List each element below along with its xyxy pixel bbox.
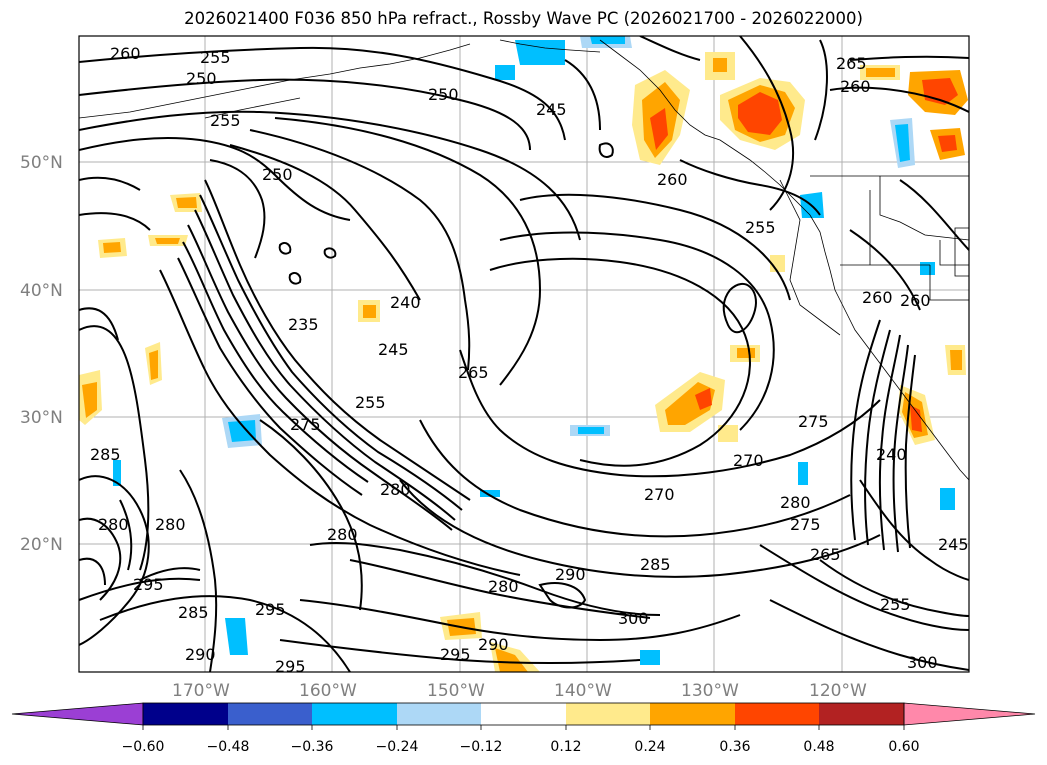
contour-label: 270 — [644, 485, 675, 504]
contour-label: 240 — [390, 293, 421, 312]
contour-label: 250 — [186, 69, 217, 88]
colorbar-segment — [143, 703, 228, 725]
contour-label: 295 — [440, 645, 471, 664]
contour-label: 245 — [378, 340, 409, 359]
contour-label: 280 — [327, 525, 358, 544]
contour-label: 260 — [110, 44, 141, 63]
contour-label: 255 — [210, 111, 241, 130]
colorbar-segment — [903, 702, 1036, 726]
contour-label: 265 — [810, 545, 841, 564]
contour-label: 275 — [790, 515, 821, 534]
latitude-labels: 50°N 40°N 30°N 20°N — [20, 153, 63, 555]
contour-label: 270 — [733, 451, 764, 470]
contour-label: 280 — [780, 493, 811, 512]
contour-label: 295 — [133, 575, 164, 594]
colorbar-tick: 0.24 — [634, 739, 665, 755]
colorbar-segment — [735, 703, 819, 725]
colorbar-segment — [312, 703, 397, 725]
contour-label: 300 — [907, 653, 938, 672]
contour-label: 275 — [798, 412, 829, 431]
lat-label-40n: 40°N — [20, 281, 63, 301]
contour-label: 250 — [428, 85, 459, 104]
lon-label-120w: 120°W — [809, 681, 867, 701]
lat-label-20n: 20°N — [20, 535, 63, 555]
lat-label-30n: 30°N — [20, 408, 63, 428]
contour-label: 260 — [840, 77, 871, 96]
colorbar-tick: 0.12 — [550, 739, 581, 755]
contour-label: 295 — [275, 657, 306, 676]
contour-label: 255 — [880, 595, 911, 614]
colorbar-tick: −0.24 — [376, 739, 419, 755]
coastlines — [79, 39, 969, 481]
contour-label: 285 — [90, 445, 121, 464]
contour-label: 280 — [380, 480, 411, 499]
shading-negative — [113, 36, 955, 665]
contour-label: 300 — [618, 609, 649, 628]
contour-label: 245 — [938, 535, 969, 554]
colorbar-segment — [650, 703, 735, 725]
contour-label: 280 — [155, 515, 186, 534]
contour-label: 265 — [458, 363, 489, 382]
contour-label: 260 — [862, 288, 893, 307]
lon-label-140w: 140°W — [554, 681, 612, 701]
lon-label-160w: 160°W — [299, 681, 357, 701]
contour-label: 290 — [478, 635, 509, 654]
contour-label: 260 — [657, 170, 688, 189]
contour-label: 255 — [745, 218, 776, 237]
contour-label: 250 — [262, 165, 293, 184]
colorbar-tick: −0.60 — [122, 739, 165, 755]
colorbar-segment — [566, 703, 650, 725]
longitude-labels: 170°W 160°W 150°W 140°W 130°W 120°W — [172, 681, 867, 701]
colorbar-segment — [481, 703, 566, 725]
map-frame — [78, 35, 970, 673]
lon-label-170w: 170°W — [172, 681, 230, 701]
contour-label: 240 — [876, 445, 907, 464]
colorbar-segment — [819, 703, 904, 725]
contour-label: 275 — [290, 415, 321, 434]
contour-label: 255 — [355, 393, 386, 412]
colorbar-segment — [11, 702, 144, 726]
contour-label: 280 — [98, 515, 129, 534]
contour-label: 290 — [185, 645, 216, 664]
colorbar-tick: −0.36 — [291, 739, 334, 755]
lat-label-50n: 50°N — [20, 153, 63, 173]
contour-label: 255 — [200, 48, 231, 67]
contour-lines — [79, 36, 969, 672]
colorbar-tick: −0.12 — [460, 739, 503, 755]
shading-positive — [79, 52, 968, 672]
colorbar: −0.60 −0.48 −0.36 −0.24 −0.12 0.12 0.24 … — [11, 702, 1036, 755]
contour-label: 235 — [288, 315, 319, 334]
colorbar-segment — [397, 703, 481, 725]
contour-label: 265 — [836, 54, 867, 73]
lon-label-130w: 130°W — [681, 681, 739, 701]
contour-labels: 260 255 250 255 250 245 265 260 250 260 … — [90, 44, 969, 676]
contour-label: 280 — [488, 577, 519, 596]
contour-label: 245 — [536, 100, 567, 119]
gridlines — [79, 36, 969, 672]
map-title: 2026021400 F036 850 hPa refract., Rossby… — [184, 9, 863, 28]
contour-label: 290 — [555, 565, 586, 584]
contour-label: 260 — [900, 291, 931, 310]
map-panel: 260 255 250 255 250 245 265 260 250 260 … — [79, 36, 969, 676]
contour-label: 285 — [640, 555, 671, 574]
colorbar-tick: 0.60 — [888, 739, 919, 755]
contour-label: 285 — [178, 603, 209, 622]
contour-label: 295 — [255, 600, 286, 619]
lon-label-150w: 150°W — [427, 681, 485, 701]
colorbar-tick: 0.36 — [719, 739, 750, 755]
colorbar-tick: −0.48 — [207, 739, 250, 755]
colorbar-tick: 0.48 — [803, 739, 834, 755]
colorbar-segment — [228, 703, 312, 725]
